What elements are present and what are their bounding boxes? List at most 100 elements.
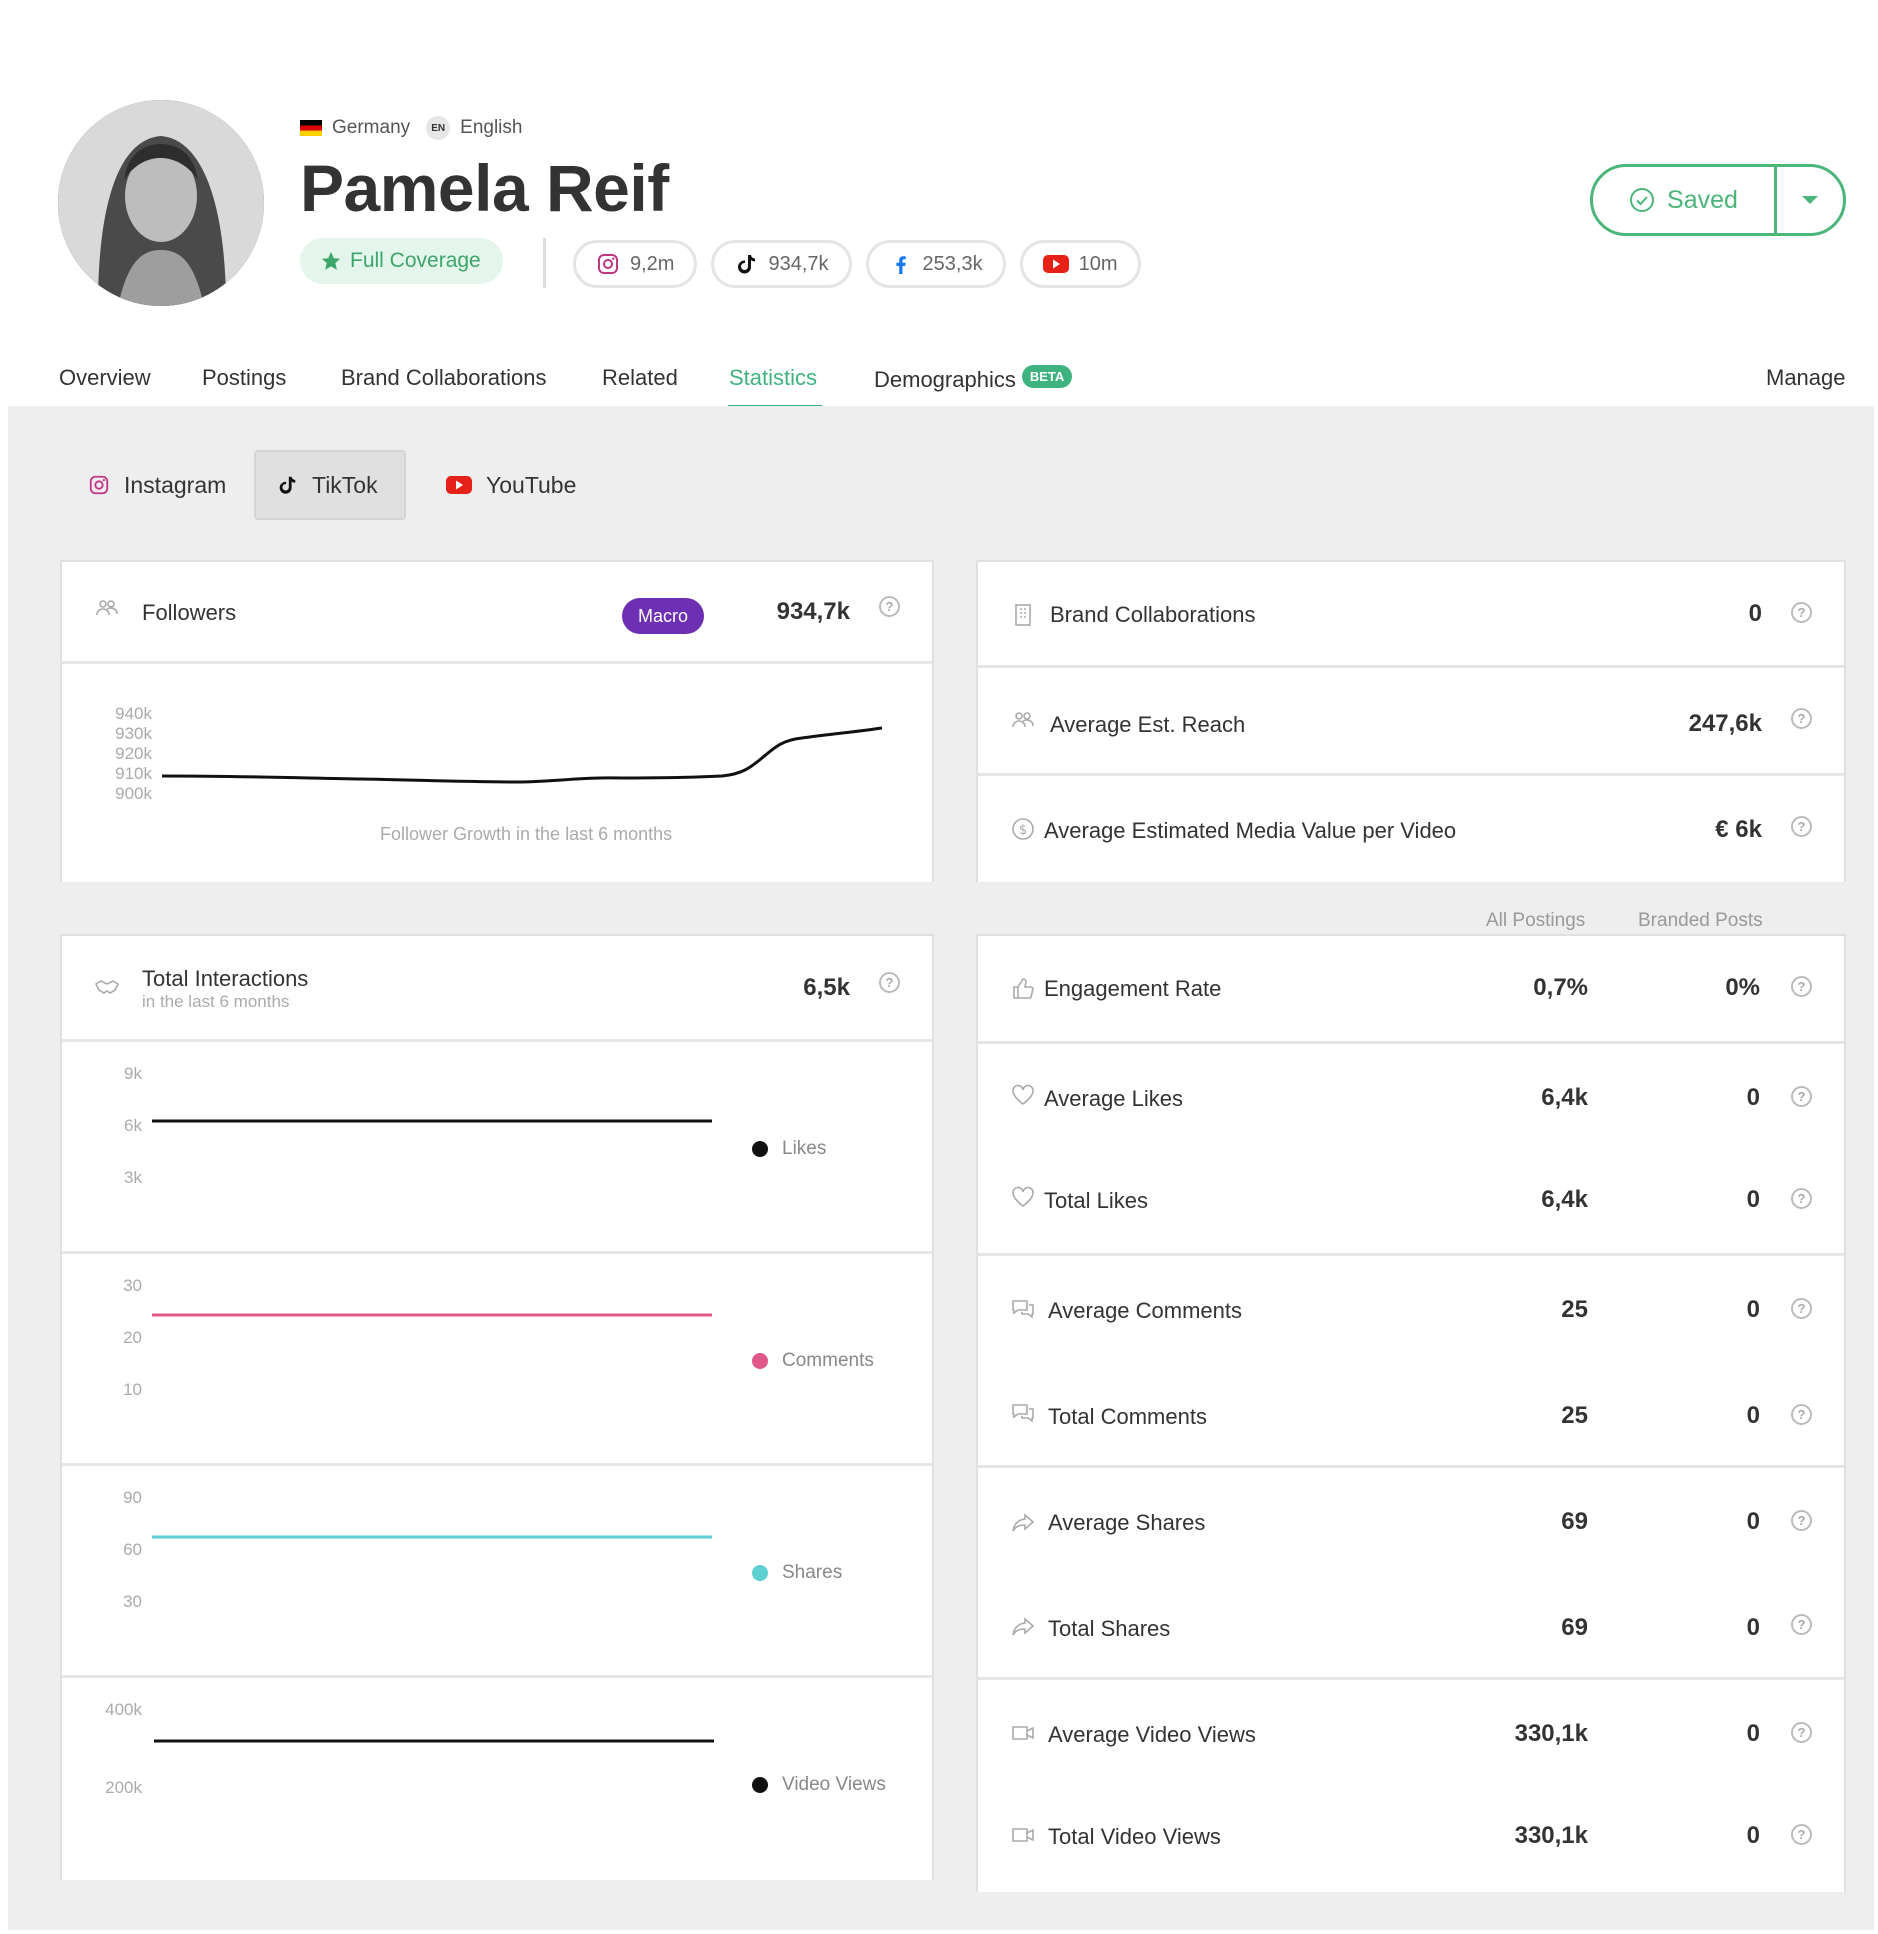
help-icon[interactable]: ? [1791, 708, 1812, 729]
help-icon[interactable]: ? [1791, 816, 1812, 837]
help-icon[interactable]: ? [1791, 1086, 1812, 1107]
country-label: Germany [332, 117, 411, 138]
axis-tick: 20 [123, 1328, 142, 1347]
metric-all-value: 6,4k [1541, 1084, 1588, 1111]
tab-brand-collaborations[interactable]: Brand Collaborations [341, 365, 547, 390]
saved-dropdown-toggle[interactable] [1777, 167, 1843, 233]
axis-tick: 6k [124, 1116, 142, 1135]
tiktok-icon [738, 255, 756, 274]
platform-tab-instagram[interactable]: Instagram [68, 450, 246, 520]
help-icon[interactable]: ? [1791, 1188, 1812, 1209]
metric-label: Average Video Views [1048, 1722, 1256, 1747]
comments-chart: 30 20 10 Comments [62, 1256, 932, 1466]
likes-chart: 9k 6k 3k Likes [62, 1044, 932, 1254]
language-code-badge: EN [426, 116, 451, 140]
youtube-icon [1042, 255, 1069, 273]
summary-value: 247,6k [1688, 710, 1762, 737]
platform-tab-youtube-label: YouTube [486, 471, 577, 498]
legend-label: Comments [782, 1350, 874, 1371]
social-pill-instagram[interactable]: 9,2m [573, 240, 698, 288]
svg-text:$: $ [1019, 823, 1027, 838]
manage-link[interactable]: Manage [1766, 365, 1846, 390]
legend-label: Likes [782, 1138, 827, 1159]
statistics-panel: Instagram TikTok YouTube Followers Macro… [8, 406, 1874, 1930]
interactions-label: Total Interactions [142, 966, 309, 991]
summary-label: Average Estimated Media Value per Video [1044, 818, 1457, 843]
legend-dot [752, 1565, 768, 1581]
axis-tick: 3k [124, 1168, 142, 1187]
tab-related[interactable]: Related [602, 365, 678, 390]
metric-all-value: 69 [1561, 1614, 1588, 1641]
column-header-all-postings: All Postings [1486, 910, 1586, 931]
axis-tick: 940k [115, 704, 152, 723]
column-header-branded-posts: Branded Posts [1638, 910, 1763, 931]
summary-row: $ Average Estimated Media Value per Vide… [978, 778, 1844, 882]
social-pill-youtube[interactable]: 10m [1019, 240, 1141, 288]
axis-tick: 900k [115, 784, 152, 803]
youtube-followers: 10m [1078, 252, 1118, 275]
saved-button-group: Saved [1590, 164, 1846, 236]
metric-all-value: 330,1k [1514, 1822, 1588, 1849]
metric-branded-value: 0 [1746, 1186, 1760, 1213]
metric-group-comments: Average Comments 25 0 ? Total Comments 2… [978, 1258, 1844, 1468]
metrics-card: Engagement Rate 0,7% 0% ? Average Likes … [976, 934, 1846, 1892]
axis-tick: 400k [105, 1700, 142, 1719]
followers-header-row: Followers Macro 934,7k ? [62, 562, 932, 664]
metric-all-value: 330,1k [1514, 1720, 1588, 1747]
tab-demographics-label: Demographics [874, 367, 1016, 392]
help-icon[interactable]: ? [1791, 1404, 1812, 1425]
metric-all-value: 0,7% [1533, 974, 1588, 1001]
help-icon[interactable]: ? [1791, 1614, 1812, 1635]
comments-series-line [152, 1313, 712, 1317]
tiktok-followers: 934,7k [768, 252, 829, 275]
axis-tick: 930k [115, 724, 152, 743]
legend-label: Shares [782, 1562, 843, 1583]
summary-value: € 6k [1715, 816, 1762, 843]
summary-row: Average Est. Reach 247,6k ? [978, 670, 1844, 776]
coverage-label: Full Coverage [350, 249, 481, 272]
metric-label: Average Shares [1048, 1510, 1206, 1535]
platform-tab-instagram-label: Instagram [124, 471, 227, 498]
saved-button[interactable]: Saved [1593, 167, 1777, 233]
location-language-row: Germany EN English [300, 116, 522, 140]
help-icon[interactable]: ? [1791, 1510, 1812, 1531]
share-icon [1012, 1617, 1035, 1636]
metric-label: Total Likes [1044, 1188, 1148, 1213]
tab-postings[interactable]: Postings [202, 365, 287, 390]
metric-branded-value: 0 [1746, 1508, 1760, 1535]
star-icon [321, 251, 341, 270]
metric-all-value: 25 [1561, 1402, 1588, 1429]
legend-label: Video Views [782, 1774, 886, 1795]
axis-tick: 30 [123, 1276, 142, 1295]
tab-demographics[interactable]: Demographics BETA [874, 365, 1073, 393]
help-icon[interactable]: ? [1791, 1824, 1812, 1845]
dollar-icon: $ [1012, 818, 1034, 840]
beta-badge: BETA [1021, 365, 1073, 388]
header-divider [543, 238, 546, 288]
metric-group-shares: Average Shares 69 0 ? Total Shares 69 0 … [978, 1470, 1844, 1680]
help-icon[interactable]: ? [1791, 1722, 1812, 1743]
metric-label: Average Likes [1044, 1086, 1184, 1111]
tab-overview[interactable]: Overview [59, 365, 151, 390]
avatar-photo [58, 100, 264, 306]
help-icon[interactable]: ? [1791, 602, 1812, 623]
metric-label: Total Comments [1048, 1404, 1207, 1429]
help-icon[interactable]: ? [879, 972, 900, 993]
legend-shares: Shares [752, 1562, 842, 1584]
help-icon[interactable]: ? [1791, 1298, 1812, 1319]
social-pill-facebook[interactable]: 253,3k [865, 240, 1006, 288]
help-icon[interactable]: ? [879, 596, 900, 617]
avatar [58, 100, 264, 306]
tab-statistics[interactable]: Statistics [729, 365, 818, 390]
axis-tick: 9k [124, 1064, 142, 1083]
social-pill-tiktok[interactable]: 934,7k [711, 240, 852, 288]
comments-icon [1012, 1300, 1034, 1319]
metric-branded-value: 0 [1746, 1720, 1760, 1747]
platform-tab-youtube[interactable]: YouTube [426, 450, 596, 520]
help-icon[interactable]: ? [1791, 976, 1812, 997]
followers-label: Followers [142, 600, 237, 625]
platform-tab-tiktok[interactable]: TikTok [254, 450, 406, 520]
legend-dot [752, 1777, 768, 1793]
profile-header: Germany EN English Pamela Reif Full Cove… [0, 0, 1878, 409]
users-icon [96, 600, 118, 616]
